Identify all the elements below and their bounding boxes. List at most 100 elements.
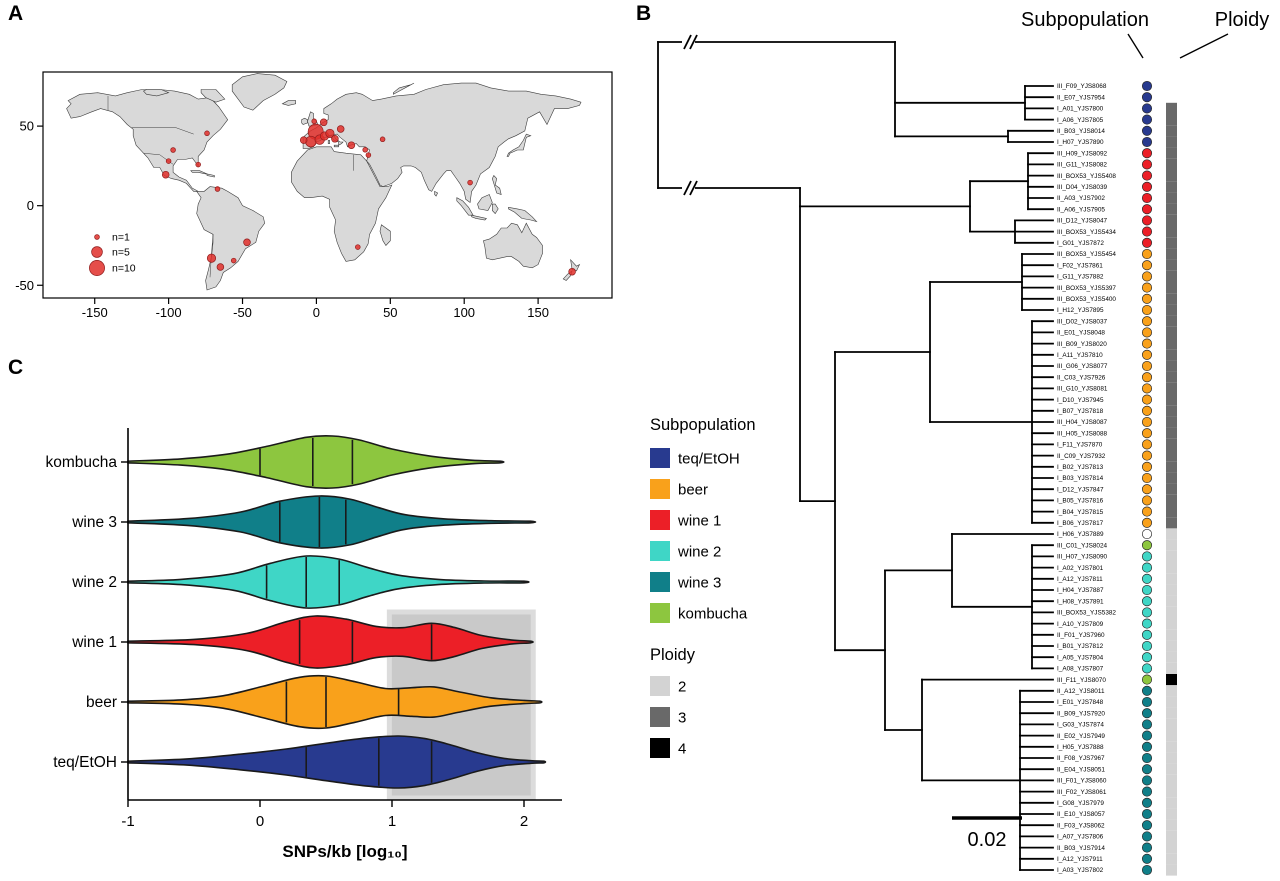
ploidy-cell	[1166, 584, 1177, 596]
ploidy-cell	[1166, 394, 1177, 406]
x-axis-tick-label: 2	[520, 813, 528, 830]
subpop-circle	[1141, 170, 1153, 181]
sample-point	[230, 257, 237, 264]
ploidy-cell	[1166, 461, 1177, 473]
subpop-circle	[1141, 831, 1153, 842]
land-shape	[483, 222, 543, 269]
land-shape	[302, 82, 582, 204]
subpop-circle	[1141, 528, 1153, 540]
tip-label: III_G10_YJS8081	[1057, 386, 1108, 393]
sample-point	[347, 141, 356, 149]
ploidy-cell	[1166, 226, 1177, 238]
subpop-circle	[1141, 383, 1153, 394]
ploidy-cell	[1166, 405, 1177, 417]
subpopulation-legend-title: Subpopulation	[650, 416, 756, 434]
tip-label: I_A02_YJS7801	[1057, 565, 1104, 572]
violin	[127, 674, 543, 730]
subpop-circle	[1141, 506, 1153, 517]
tip-label: I_B05_YJS7816	[1057, 498, 1104, 505]
subpop-circle	[1141, 450, 1153, 461]
sample-point	[336, 125, 345, 133]
sample-point	[195, 161, 201, 168]
tip-label: III_BOX53_YJS5382	[1057, 610, 1116, 617]
subpop-circle	[1141, 271, 1153, 282]
ploidy-cell	[1166, 438, 1177, 450]
subpop-circle	[1141, 573, 1153, 584]
tip-label: II_A06_YJS7905	[1057, 206, 1105, 213]
sample-point	[311, 118, 317, 125]
land-shape	[281, 100, 296, 106]
subpop-circle	[1141, 652, 1153, 663]
x-axis-tick-label: -50	[233, 305, 252, 320]
subpop-circle	[1141, 226, 1153, 237]
subpop-circle	[1141, 663, 1153, 674]
land-shape	[231, 73, 288, 111]
ploidy-cell	[1166, 842, 1177, 854]
subpop-circle	[1141, 148, 1153, 159]
subpopulation-legend-swatch	[650, 541, 670, 561]
ploidy-cell	[1166, 450, 1177, 462]
ploidy-cell	[1166, 170, 1177, 182]
subpop-circle	[1141, 853, 1153, 864]
subpop-circle	[1141, 674, 1153, 685]
subpop-circle	[1141, 764, 1153, 775]
land-shape	[327, 140, 330, 144]
tip-label: I_B03_YJS7814	[1057, 475, 1104, 482]
ploidy-cell	[1166, 382, 1177, 394]
ploidy-cell	[1166, 730, 1177, 742]
subpop-circle	[1141, 820, 1153, 831]
tip-label: II_B03_YJS7914	[1057, 845, 1105, 852]
category-label: wine 1	[71, 634, 117, 651]
ploidy-cell	[1166, 472, 1177, 484]
subpopulation-legend-label: teq/EtOH	[678, 451, 740, 468]
y-axis-tick-label: 0	[27, 198, 34, 213]
tip-label: II_A03_YJS7902	[1057, 195, 1105, 202]
ploidy-cell	[1166, 539, 1177, 551]
tip-label: I_F02_YJS7861	[1057, 262, 1103, 269]
tip-label: I_A11_YJS7810	[1057, 352, 1103, 359]
panel-a-world-map: -150 -100 -50 0 50 100 150 50 0 -50 n=1 n=5 n=10	[15, 71, 613, 320]
ploidy-legend-label: 4	[678, 741, 686, 758]
subpop-circle	[1141, 405, 1153, 416]
tip-label: II_B03_YJS8014	[1057, 128, 1105, 135]
branch-break-slash	[683, 180, 692, 196]
ploidy-legend-swatch	[650, 738, 670, 758]
ploidy-cell	[1166, 416, 1177, 428]
panel-c-violin-plot: kombucha wine 3 wine 2 wine 1 beer teq/EtOH -1…	[45, 428, 562, 861]
land-shape	[333, 144, 339, 148]
subpop-circle	[1141, 562, 1153, 573]
subpopulation-column-header: Subpopulation	[1021, 9, 1149, 31]
tip-label: II_C03_YJS7926	[1057, 374, 1106, 381]
ploidy-cell	[1166, 741, 1177, 753]
tip-label: III_F01_YJS8060	[1057, 778, 1107, 785]
subpop-circle	[1141, 685, 1153, 696]
land-shape	[434, 190, 438, 197]
tip-label: III_H07_YJS8090	[1057, 554, 1108, 561]
tip-label: I_A05_YJS7804	[1057, 654, 1104, 661]
ploidy-cell	[1166, 517, 1177, 529]
ploidy-cell	[1166, 752, 1177, 764]
tip-label: III_B09_YJS8020	[1057, 341, 1107, 348]
tip-label: III_BOX53_YJS5408	[1057, 173, 1116, 180]
land-shape	[471, 214, 487, 221]
tip-label: I_G11_YJS7882	[1057, 274, 1104, 281]
subpop-circle	[1141, 114, 1153, 125]
land-shape	[190, 170, 208, 175]
tip-label: I_H07_YJS7890	[1057, 139, 1104, 146]
tip-label: I_A01_YJS7800	[1057, 106, 1104, 113]
subpop-circle	[1141, 786, 1153, 797]
size-legend-circle	[91, 246, 103, 258]
y-axis-tick-label: -50	[15, 278, 34, 293]
ploidy-cell	[1166, 270, 1177, 282]
ploidy-cell	[1166, 707, 1177, 719]
sample-point	[204, 130, 210, 137]
subpop-circle	[1141, 215, 1153, 226]
tip-label: I_A08_YJS7807	[1057, 666, 1104, 673]
tip-label: I_A10_YJS7809	[1057, 621, 1104, 628]
subpop-circle	[1141, 92, 1153, 103]
size-legend-label: n=1	[112, 232, 130, 244]
tip-label: II_F01_YJS7960	[1057, 632, 1105, 639]
sample-point	[170, 147, 176, 153]
ploidy-cell	[1166, 629, 1177, 641]
branch-break-slash	[689, 180, 698, 196]
